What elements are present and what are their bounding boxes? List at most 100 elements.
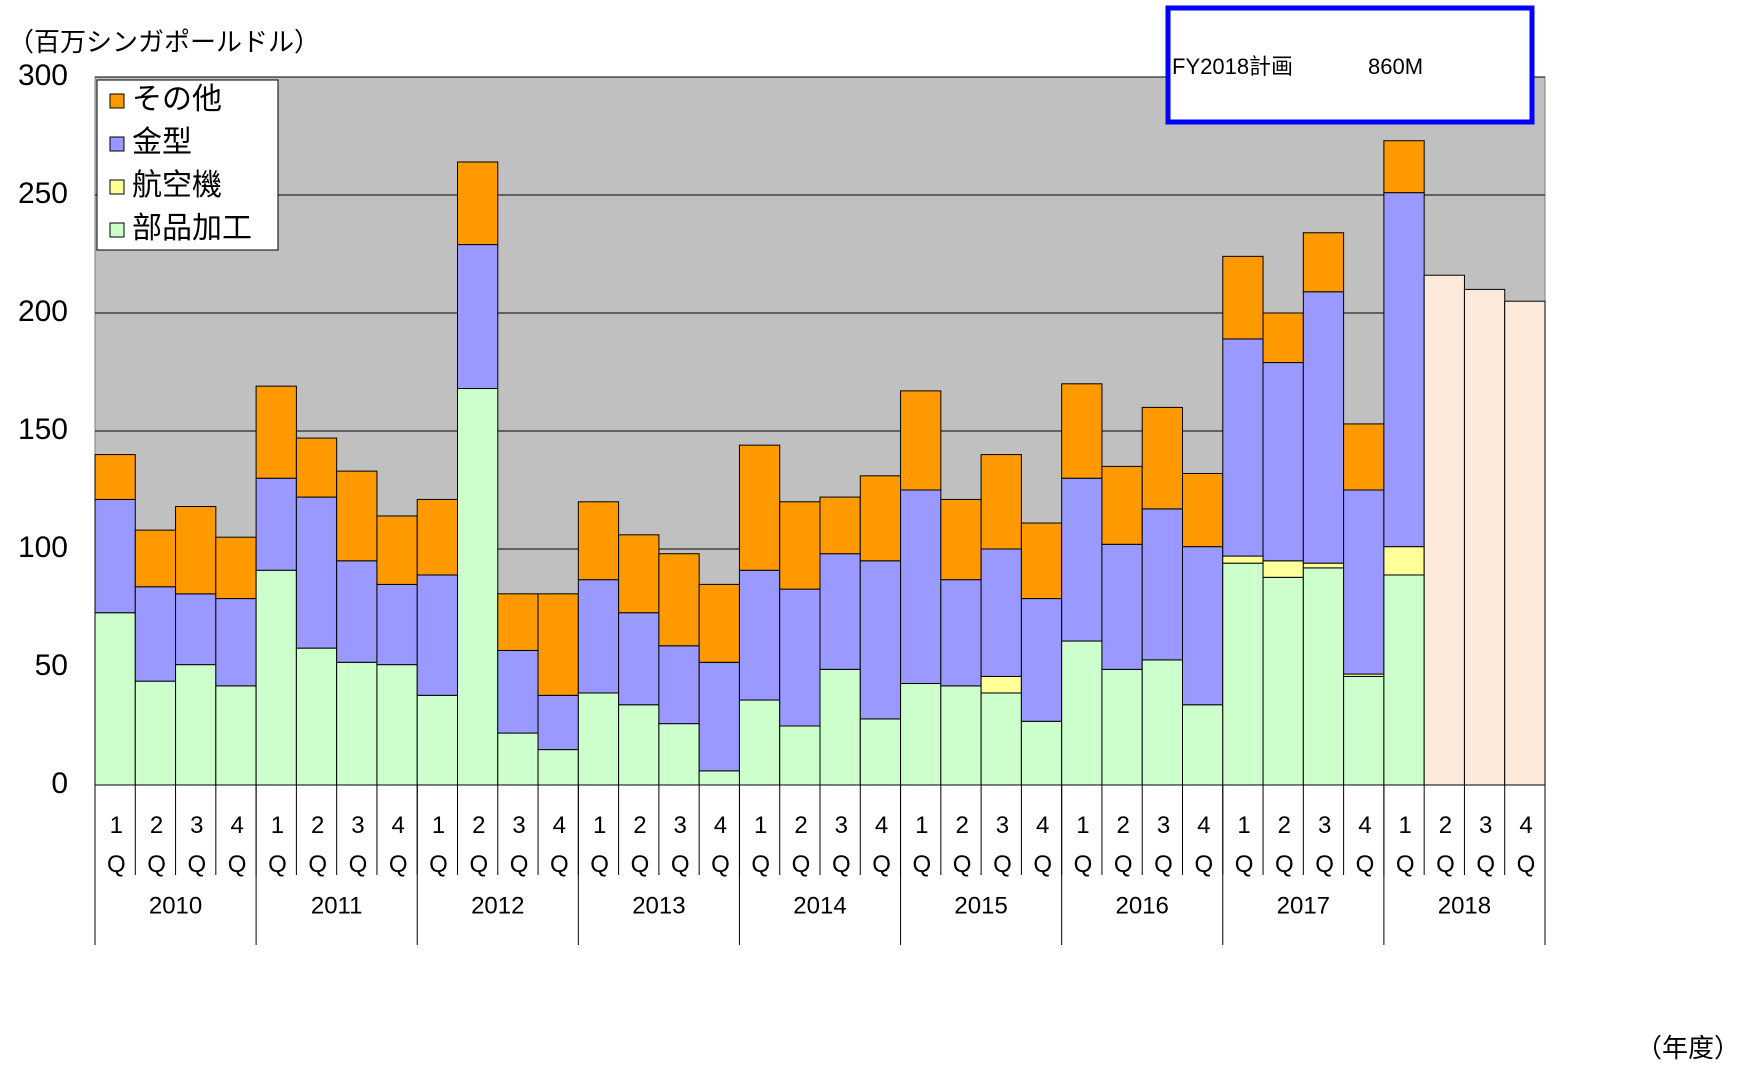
bar-segment (457, 244, 499, 390)
bar-segment (215, 536, 257, 600)
x-tick-label: 2Q (1271, 812, 1298, 890)
x-tick-label: 4Q (1190, 812, 1217, 890)
x-tick-label: 3Q (1311, 812, 1338, 890)
bar-segment (698, 661, 740, 772)
x-tick-label: 3Q (506, 812, 533, 890)
x-tick-label: 1Q (1069, 812, 1096, 890)
bar-segment (1222, 562, 1264, 786)
bar-segment (738, 569, 781, 701)
legend-swatch (109, 136, 125, 152)
bar-segment (1101, 465, 1143, 545)
forecast-bar (1463, 288, 1506, 786)
bar-segment (698, 770, 740, 786)
x-tick-label: 2Q (1432, 812, 1459, 890)
bar-segment (1302, 562, 1345, 569)
x-tick-label: 4Q (707, 812, 734, 890)
x-tick-label: 2Q (304, 812, 331, 890)
forecast-bar (1423, 274, 1465, 786)
group-label: 2010 (149, 892, 202, 919)
bar-segment (497, 649, 539, 734)
bar-segment (980, 675, 1022, 694)
x-tick-label: 1Q (586, 812, 613, 890)
legend-box (96, 79, 279, 251)
x-tick-label: 3Q (344, 812, 371, 890)
bar-segment (618, 704, 660, 786)
bar-segment (537, 694, 579, 751)
bar-segment (255, 569, 297, 786)
bar-segment (457, 161, 499, 246)
bar-segment (255, 477, 297, 571)
x-tick-label: 3Q (989, 812, 1016, 890)
bar-segment (1101, 543, 1143, 670)
bar-segment (295, 437, 338, 498)
x-tick-label: 4Q (1029, 812, 1056, 890)
bar-segment (980, 692, 1022, 786)
bar-segment (577, 579, 620, 694)
bar-segment (940, 498, 982, 581)
bar-segment (618, 534, 660, 614)
group-label: 2012 (471, 892, 524, 919)
x-tick-label: 4Q (546, 812, 573, 890)
group-label: 2017 (1277, 892, 1330, 919)
y-tick-label: 50 (35, 649, 68, 682)
group-label: 2016 (1116, 892, 1169, 919)
bar-segment (134, 680, 177, 786)
bar-segment (859, 718, 902, 786)
legend-label: 部品加工 (132, 212, 252, 245)
bar-segment (336, 661, 378, 786)
x-tick-label: 3Q (1472, 812, 1499, 890)
bar-segment (859, 560, 902, 720)
bar-segment (618, 612, 660, 706)
x-tick-label: 3Q (183, 812, 210, 890)
bar-segment (658, 723, 700, 786)
bar-segment (1061, 383, 1103, 479)
bar-segment (1061, 640, 1103, 786)
bar-segment (738, 699, 781, 786)
bar-segment (537, 749, 579, 786)
bar-segment (1262, 576, 1304, 786)
bar-segment (980, 454, 1022, 550)
bar-segment (779, 501, 821, 590)
bar-segment (1020, 522, 1063, 600)
bar-segment (416, 574, 459, 696)
x-tick-label: 1Q (1392, 812, 1419, 890)
x-tick-label: 4Q (224, 812, 251, 890)
bar-segment (215, 598, 257, 687)
y-tick-label: 100 (18, 531, 68, 564)
x-tick-label: 1Q (425, 812, 452, 890)
bar-segment (1222, 555, 1264, 564)
x-tick-label: 4Q (385, 812, 412, 890)
x-tick-label: 3Q (1150, 812, 1177, 890)
bar-segment (900, 489, 942, 685)
x-unit-label: （年度） (1636, 1033, 1740, 1063)
group-label: 2014 (793, 892, 846, 919)
group-label: 2011 (311, 892, 363, 919)
bar-segment (900, 390, 942, 491)
x-tick-label: 4Q (868, 812, 895, 890)
bar-segment (1343, 489, 1385, 675)
y-tick-label: 300 (18, 59, 68, 92)
group-label: 2013 (632, 892, 685, 919)
x-tick-label: 2Q (788, 812, 815, 890)
x-tick-label: 2Q (1110, 812, 1137, 890)
bar-segment (819, 496, 861, 555)
bar-segment (175, 593, 217, 666)
y-tick-label: 200 (18, 295, 68, 328)
y-tick-label: 250 (18, 177, 68, 210)
group-label: 2018 (1438, 892, 1491, 919)
bar-segment (295, 496, 338, 649)
bar-segment (1182, 546, 1224, 706)
bar-segment (336, 470, 378, 562)
legend-swatch (109, 93, 125, 109)
bar-segment (134, 529, 177, 588)
bar-segment (1262, 560, 1304, 578)
bar-segment (1020, 720, 1063, 786)
x-tick-label: 4Q (1351, 812, 1378, 890)
note: FY2018計画 (1172, 54, 1293, 79)
legend-label: 金型 (132, 126, 192, 159)
bar-segment (1343, 675, 1385, 786)
y-tick-label: 0 (51, 767, 68, 800)
bar-segment (1222, 255, 1264, 340)
bar-segment (940, 685, 982, 786)
